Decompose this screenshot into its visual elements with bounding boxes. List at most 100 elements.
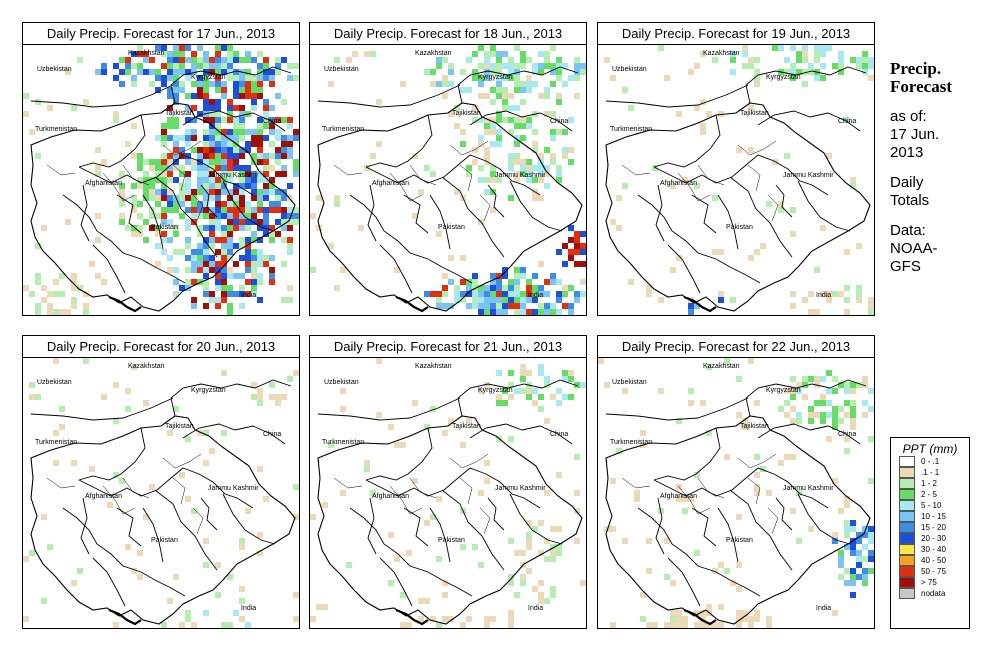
precip-cell <box>508 69 514 75</box>
precip-cell <box>197 165 203 171</box>
country-border <box>62 507 186 597</box>
precip-cell <box>197 153 203 159</box>
country-border <box>349 194 473 284</box>
precip-cell <box>556 57 562 63</box>
precip-cell <box>287 243 293 249</box>
precip-cell <box>227 57 233 63</box>
precip-cell <box>544 87 550 93</box>
precip-cell <box>155 171 161 177</box>
precip-cell <box>802 376 808 382</box>
precip-cell <box>334 57 340 63</box>
precip-cell <box>227 243 233 249</box>
precip-cell <box>203 279 209 285</box>
precip-cell <box>251 219 257 225</box>
country-border <box>154 489 218 571</box>
precip-cell <box>179 81 185 87</box>
precip-cell <box>59 291 65 297</box>
precip-cell <box>155 225 161 231</box>
region-outline <box>30 415 296 625</box>
precip-cell <box>269 382 275 388</box>
precip-cell <box>676 111 682 117</box>
precip-cell <box>269 75 275 81</box>
precip-cell <box>700 129 706 135</box>
country-border <box>717 507 739 563</box>
precip-cell <box>269 279 275 285</box>
country-border <box>655 497 665 555</box>
country-label-kyrgyzstan: Kyrgyzstan <box>478 74 513 81</box>
precip-cell <box>269 165 275 171</box>
precip-cell <box>568 303 574 309</box>
precip-cell <box>340 388 346 394</box>
precip-cell <box>526 165 532 171</box>
precip-cell <box>526 532 532 538</box>
precip-cell <box>257 195 263 201</box>
precip-cell <box>538 303 544 309</box>
precip-cell <box>748 147 754 153</box>
precip-cell <box>203 153 209 159</box>
country-label-pakistan: Pakistan <box>151 224 178 231</box>
precip-cell <box>185 69 191 75</box>
precip-cell <box>844 580 850 586</box>
precip-cell <box>167 63 173 69</box>
province-border <box>737 453 777 469</box>
precip-cell <box>263 105 269 111</box>
precip-cell <box>119 81 125 87</box>
country-border <box>605 397 749 421</box>
precip-cell <box>215 87 221 93</box>
precip-cell <box>263 255 269 261</box>
precip-cell <box>502 63 508 69</box>
province-border <box>172 164 186 192</box>
precip-cell <box>418 189 424 195</box>
precip-cell <box>814 57 820 63</box>
precip-cell <box>239 219 245 225</box>
precip-cell <box>448 255 454 261</box>
precip-cell <box>215 273 221 279</box>
precip-cell <box>203 207 209 213</box>
country-label-jammu-kashmir: Jammu Kashmir <box>495 485 546 492</box>
precip-cell <box>281 171 287 177</box>
precip-cell <box>203 430 209 436</box>
precip-cell <box>191 105 197 111</box>
precip-cell <box>173 267 179 273</box>
precip-cell <box>688 69 694 75</box>
precip-cell <box>520 117 526 123</box>
precip-cell <box>137 63 143 69</box>
precip-cell <box>233 57 239 63</box>
country-border <box>653 467 829 509</box>
precip-cell <box>478 63 484 69</box>
precip-cell <box>712 622 718 628</box>
precip-cell <box>526 297 532 303</box>
precip-cell <box>221 297 227 303</box>
legend-label: 40 - 50 <box>921 556 946 565</box>
precip-cell <box>275 219 281 225</box>
precip-cell <box>263 189 269 195</box>
precip-cell <box>239 87 245 93</box>
precip-cell <box>203 273 209 279</box>
precip-cell <box>101 159 107 165</box>
precip-cell <box>257 279 263 285</box>
precip-cell <box>173 87 179 93</box>
precip-cell <box>340 490 346 496</box>
precip-cell <box>227 291 233 297</box>
precip-cell <box>754 472 760 478</box>
precip-cell <box>850 580 856 586</box>
precip-cell <box>293 592 299 598</box>
precip-cell <box>35 303 41 309</box>
precip-cell <box>179 171 185 177</box>
legend-swatch <box>899 544 915 555</box>
precip-cell <box>778 406 784 412</box>
precip-cell <box>742 51 748 57</box>
precip-cell <box>263 75 269 81</box>
precip-cell <box>526 285 532 291</box>
precip-cell <box>179 69 185 75</box>
precip-cell <box>185 279 191 285</box>
precip-cell <box>275 57 281 63</box>
precip-cell <box>185 243 191 249</box>
precip-cell <box>233 261 239 267</box>
precip-cell <box>838 57 844 63</box>
precip-cell <box>694 472 700 478</box>
precip-cell <box>191 63 197 69</box>
precip-cell <box>574 261 580 267</box>
precip-cell <box>370 490 376 496</box>
precip-cell <box>460 69 466 75</box>
